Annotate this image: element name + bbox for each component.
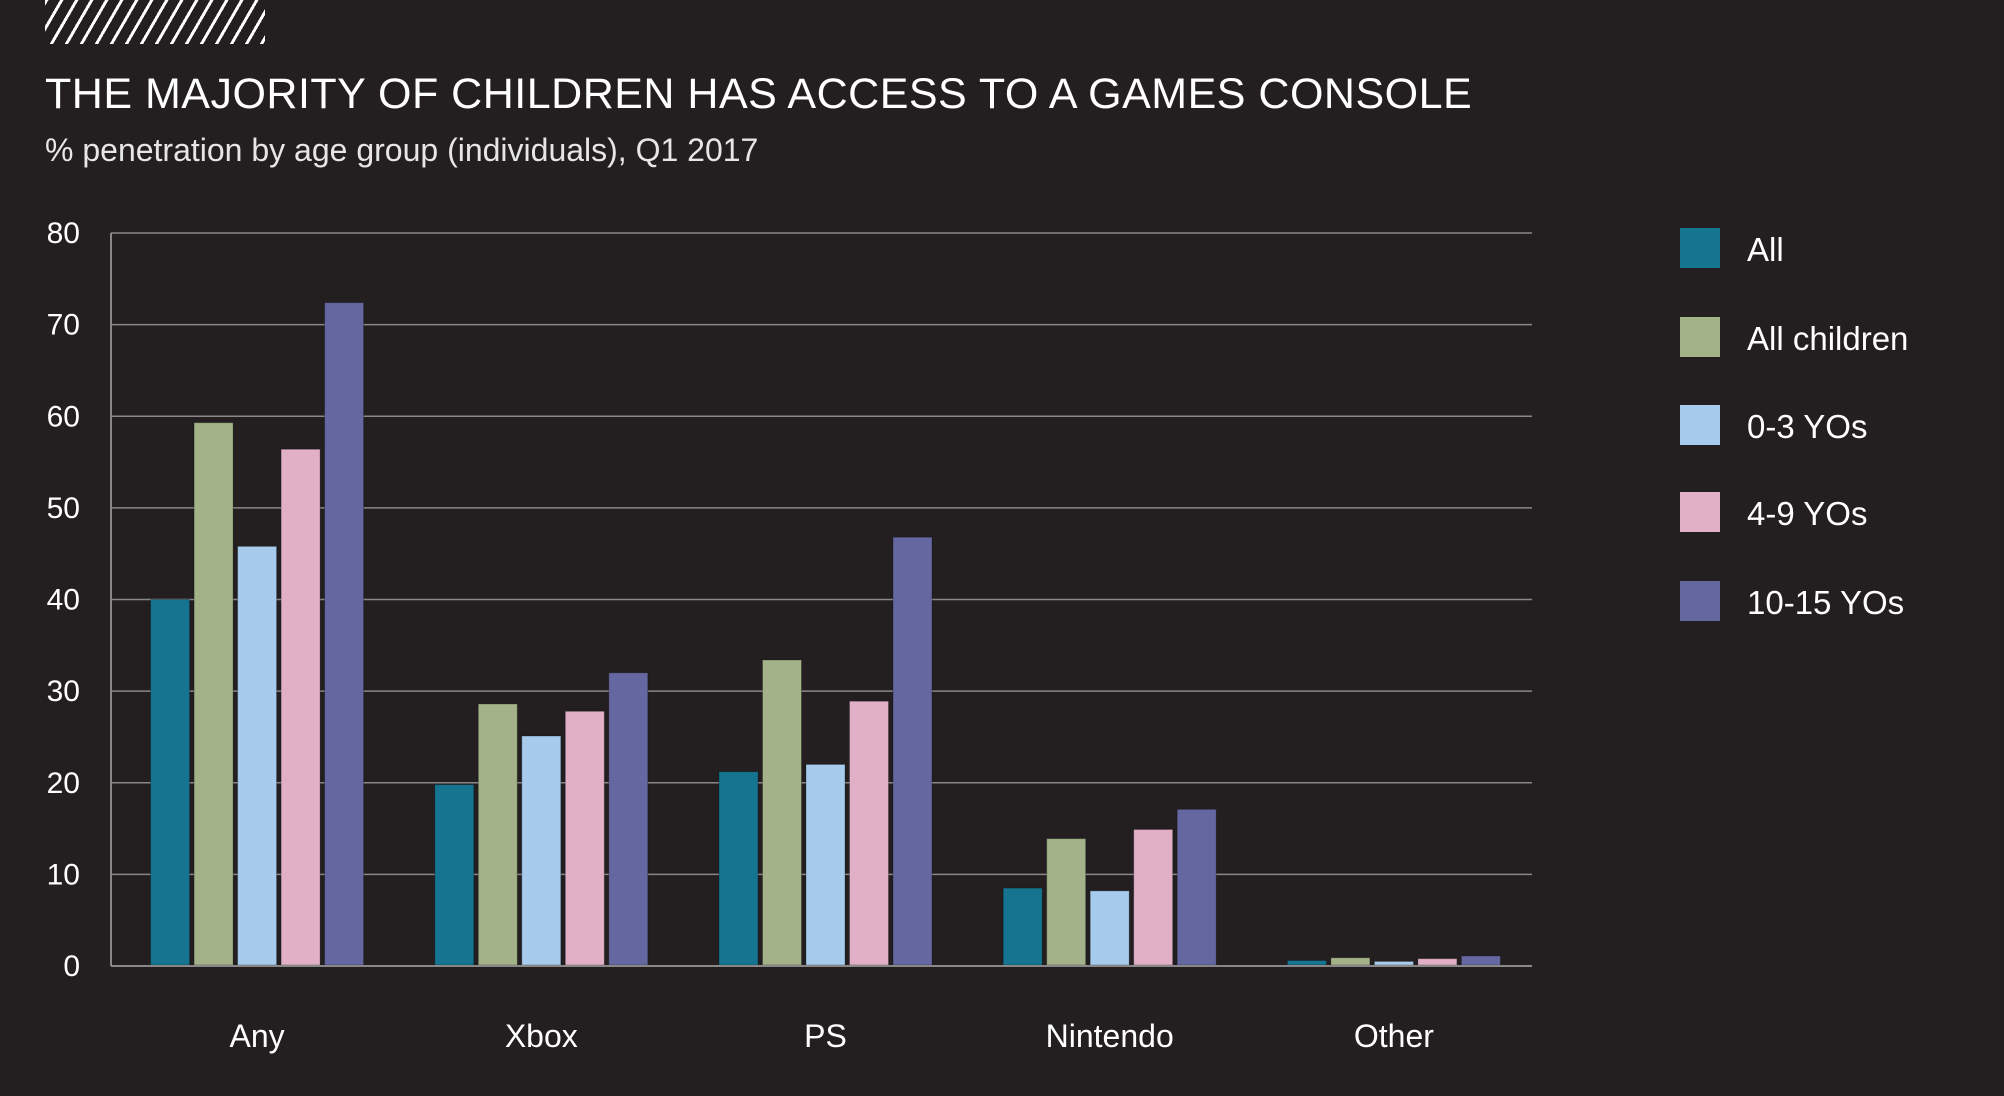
- legend-label-4-9-yos: 4-9 YOs: [1747, 495, 1867, 532]
- y-axis-ticks: 0 10 20 30 40 50 60 70 80: [47, 217, 80, 983]
- y-tick-label-80: 80: [47, 217, 80, 250]
- y-tick-label-30: 30: [47, 675, 80, 708]
- bar-any-0-3-yos: [237, 545, 278, 966]
- bar-any-all: [150, 599, 191, 966]
- legend-swatch-10-15-yos: [1680, 581, 1720, 621]
- bar-any-all-children: [193, 422, 234, 966]
- bar-nintendo-0-3-yos: [1089, 890, 1130, 966]
- bar-any-4-9-yos: [280, 448, 321, 966]
- chart-subtitle: % penetration by age group (individuals)…: [45, 132, 759, 168]
- bar-other-all: [1286, 960, 1327, 966]
- y-tick-label-10: 10: [47, 858, 80, 891]
- bar-ps-all: [718, 771, 759, 966]
- bar-ps-4-9-yos: [849, 700, 889, 966]
- bar-nintendo-4-9-yos: [1133, 828, 1174, 966]
- bar-xbox-all-children: [477, 703, 518, 966]
- y-tick-label-20: 20: [47, 767, 80, 800]
- legend: All All children 0-3 YOs 4-9 YOs 10-15 YOs: [1680, 228, 1908, 621]
- bar-xbox-all: [434, 784, 475, 966]
- bar-ps-10-15-yos: [892, 536, 933, 966]
- y-tick-label-50: 50: [47, 492, 80, 525]
- bar-nintendo-all: [1002, 887, 1043, 966]
- bars: [150, 302, 1501, 966]
- axes: [110, 233, 1532, 967]
- bar-ps-0-3-yos: [805, 763, 846, 966]
- x-category-label-any: Any: [230, 1018, 285, 1054]
- y-tick-label-40: 40: [47, 584, 80, 617]
- hatch-decoration: [45, 0, 265, 44]
- x-category-label-other: Other: [1354, 1018, 1434, 1054]
- x-category-label-nintendo: Nintendo: [1046, 1018, 1174, 1054]
- y-tick-label-60: 60: [47, 400, 80, 433]
- bar-xbox-4-9-yos: [564, 710, 605, 966]
- y-tick-label-70: 70: [47, 309, 80, 342]
- legend-swatch-0-3-yos: [1680, 405, 1720, 445]
- x-axis-labels: Any Xbox PS Nintendo Other: [230, 1018, 1435, 1054]
- bar-xbox-10-15-yos: [608, 672, 649, 966]
- legend-swatch-4-9-yos: [1680, 492, 1720, 532]
- bar-other-0-3-yos: [1373, 960, 1414, 966]
- bar-xbox-0-3-yos: [521, 735, 562, 966]
- legend-label-all: All: [1747, 231, 1784, 268]
- bar-other-4-9-yos: [1417, 958, 1458, 966]
- legend-label-10-15-yos: 10-15 YOs: [1747, 584, 1904, 621]
- bar-other-10-15-yos: [1460, 955, 1501, 966]
- legend-label-0-3-yos: 0-3 YOs: [1747, 408, 1867, 445]
- bar-other-all-children: [1330, 957, 1371, 966]
- y-tick-label-0: 0: [63, 950, 80, 983]
- legend-label-all-children: All children: [1747, 320, 1908, 357]
- legend-swatch-all: [1680, 228, 1720, 268]
- x-category-label-xbox: Xbox: [505, 1018, 578, 1054]
- bar-nintendo-10-15-yos: [1176, 808, 1217, 966]
- x-category-label-ps: PS: [804, 1018, 847, 1054]
- legend-swatch-all-children: [1680, 317, 1720, 357]
- bar-ps-all-children: [762, 659, 802, 966]
- bar-nintendo-all-children: [1046, 838, 1087, 966]
- bar-any-10-15-yos: [324, 302, 365, 966]
- chart-title: THE MAJORITY OF CHILDREN HAS ACCESS TO A…: [45, 70, 1473, 118]
